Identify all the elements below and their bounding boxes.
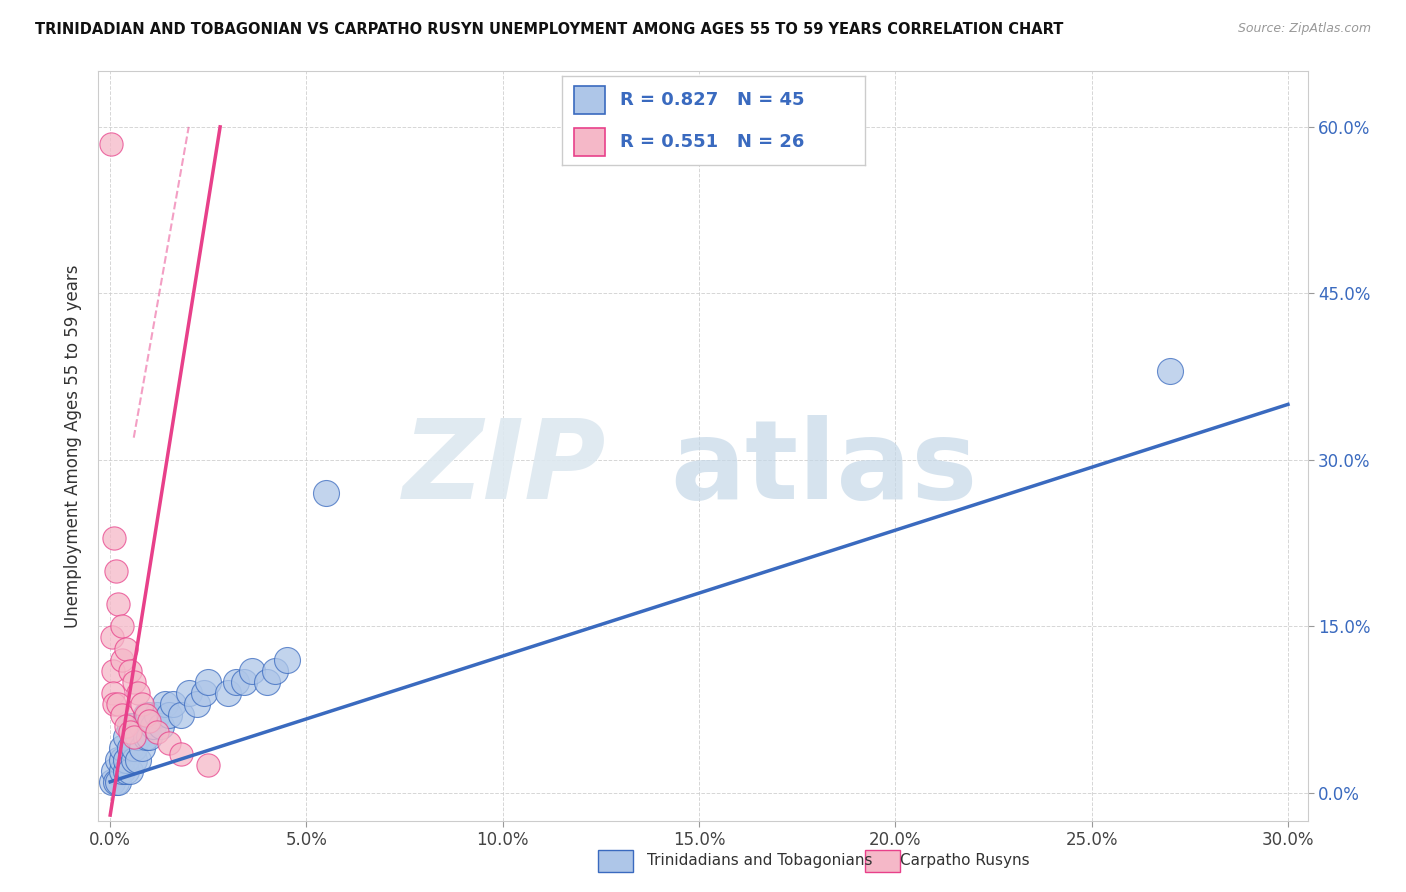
Point xyxy=(107,597,129,611)
Point xyxy=(142,719,165,733)
Point xyxy=(135,708,157,723)
Point xyxy=(135,731,157,745)
Text: Carpatho Rusyns: Carpatho Rusyns xyxy=(900,854,1029,868)
Point xyxy=(240,664,263,678)
Point xyxy=(105,564,128,578)
Point xyxy=(103,697,125,711)
Text: atlas: atlas xyxy=(671,415,977,522)
Point xyxy=(264,664,287,678)
Point xyxy=(186,697,208,711)
Point xyxy=(111,764,134,778)
Text: R = 0.827   N = 45: R = 0.827 N = 45 xyxy=(620,91,804,109)
Point xyxy=(100,136,122,151)
Point xyxy=(101,664,124,678)
Point xyxy=(127,753,149,767)
Point xyxy=(1159,364,1181,378)
Point xyxy=(146,724,169,739)
Point xyxy=(118,719,141,733)
Point xyxy=(122,753,145,767)
Text: R = 0.551   N = 26: R = 0.551 N = 26 xyxy=(620,133,804,151)
Point xyxy=(115,764,138,778)
Point xyxy=(122,741,145,756)
Point xyxy=(157,708,180,723)
Y-axis label: Unemployment Among Ages 55 to 59 years: Unemployment Among Ages 55 to 59 years xyxy=(63,264,82,628)
Bar xyxy=(575,128,605,156)
Point xyxy=(115,753,138,767)
Point xyxy=(118,764,141,778)
Point xyxy=(115,719,138,733)
Point xyxy=(197,674,219,689)
Point xyxy=(225,674,247,689)
Point xyxy=(315,486,337,500)
Point xyxy=(115,731,138,745)
Point xyxy=(131,719,153,733)
Point xyxy=(115,641,138,656)
Point xyxy=(197,758,219,772)
Point xyxy=(118,724,141,739)
Point xyxy=(177,686,200,700)
Point xyxy=(111,741,134,756)
Point xyxy=(103,764,125,778)
Point xyxy=(256,674,278,689)
Point xyxy=(232,674,254,689)
Point xyxy=(107,753,129,767)
Point xyxy=(170,708,193,723)
Text: Source: ZipAtlas.com: Source: ZipAtlas.com xyxy=(1237,22,1371,36)
Point xyxy=(138,714,160,728)
Point xyxy=(118,664,141,678)
Point xyxy=(111,653,134,667)
Point xyxy=(162,697,184,711)
Point xyxy=(100,631,122,645)
Point xyxy=(111,753,134,767)
Point xyxy=(122,719,145,733)
Point xyxy=(111,708,134,723)
Bar xyxy=(575,86,605,114)
Point xyxy=(157,736,180,750)
Text: Trinidadians and Tobagonians: Trinidadians and Tobagonians xyxy=(647,854,872,868)
Point xyxy=(127,731,149,745)
Point xyxy=(107,697,129,711)
Point xyxy=(146,708,169,723)
Point xyxy=(138,731,160,745)
Point xyxy=(153,697,176,711)
Point xyxy=(170,747,193,761)
Point xyxy=(111,619,134,633)
Point xyxy=(135,708,157,723)
Point xyxy=(103,686,125,700)
Point xyxy=(150,719,173,733)
Point xyxy=(217,686,239,700)
Point xyxy=(193,686,215,700)
Point xyxy=(107,774,129,789)
Point xyxy=(131,697,153,711)
Point xyxy=(276,653,298,667)
Text: ZIP: ZIP xyxy=(402,415,606,522)
Point xyxy=(131,741,153,756)
Point xyxy=(118,741,141,756)
Point xyxy=(122,731,145,745)
Point xyxy=(101,774,124,789)
Point xyxy=(103,531,125,545)
Point xyxy=(127,686,149,700)
Point xyxy=(138,708,160,723)
Point xyxy=(105,774,128,789)
Text: TRINIDADIAN AND TOBAGONIAN VS CARPATHO RUSYN UNEMPLOYMENT AMONG AGES 55 TO 59 YE: TRINIDADIAN AND TOBAGONIAN VS CARPATHO R… xyxy=(35,22,1063,37)
Point xyxy=(122,674,145,689)
